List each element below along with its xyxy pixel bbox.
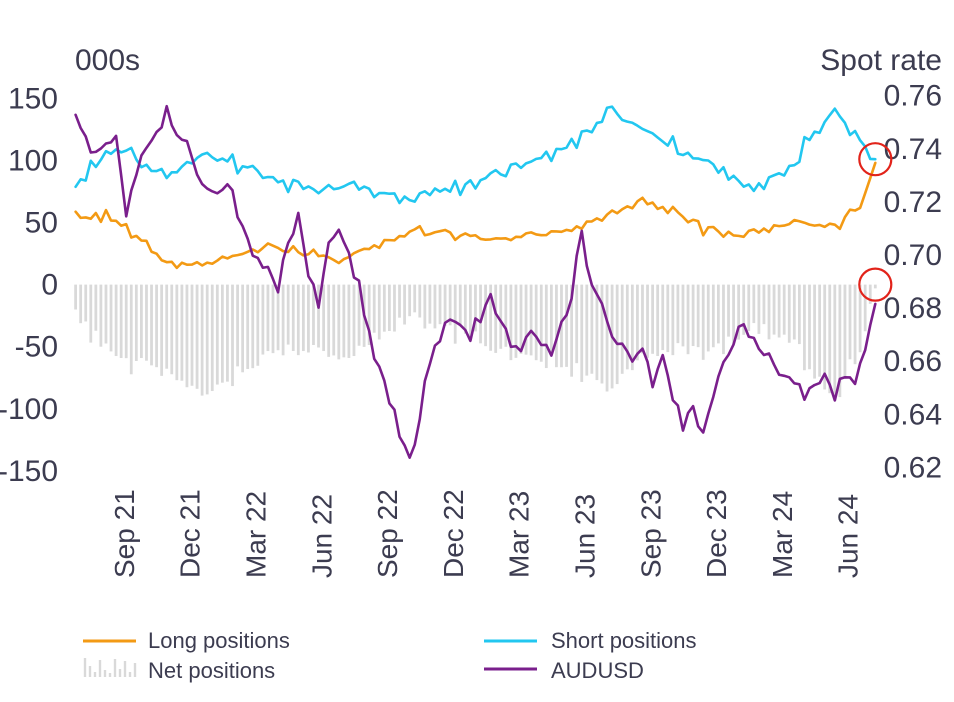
svg-text:Mar 24: Mar 24 (767, 491, 798, 578)
svg-text:0.62: 0.62 (884, 451, 942, 484)
svg-text:0.76: 0.76 (884, 80, 942, 113)
svg-text:-150: -150 (0, 455, 58, 488)
svg-text:Mar 22: Mar 22 (241, 491, 272, 578)
svg-text:150: 150 (8, 82, 58, 115)
svg-text:Short positions: Short positions (551, 628, 697, 653)
svg-text:0: 0 (41, 269, 58, 302)
svg-text:-50: -50 (15, 331, 58, 364)
svg-text:0.72: 0.72 (884, 186, 942, 219)
svg-text:Sep 21: Sep 21 (109, 489, 140, 578)
svg-text:0.74: 0.74 (884, 133, 942, 166)
svg-text:Net positions: Net positions (148, 658, 275, 683)
svg-text:Dec 23: Dec 23 (701, 489, 732, 578)
svg-text:Mar 23: Mar 23 (504, 491, 535, 578)
svg-text:Dec 21: Dec 21 (175, 489, 206, 578)
svg-text:0.66: 0.66 (884, 345, 942, 378)
svg-text:Jun 24: Jun 24 (833, 494, 864, 578)
svg-text:0.68: 0.68 (884, 292, 942, 325)
svg-text:Sep 23: Sep 23 (635, 489, 666, 578)
svg-text:Dec 22: Dec 22 (438, 489, 469, 578)
svg-text:100: 100 (8, 144, 58, 177)
svg-text:Jun 22: Jun 22 (306, 494, 337, 578)
svg-text:Sep 22: Sep 22 (372, 489, 403, 578)
svg-text:Long positions: Long positions (148, 628, 290, 653)
svg-text:000s: 000s (75, 44, 140, 77)
svg-text:Spot rate: Spot rate (820, 44, 942, 77)
svg-text:-100: -100 (0, 393, 58, 426)
svg-text:AUDUSD: AUDUSD (551, 658, 644, 683)
svg-text:Jun 23: Jun 23 (570, 494, 601, 578)
svg-text:50: 50 (25, 207, 58, 240)
svg-text:0.70: 0.70 (884, 239, 942, 272)
svg-text:0.64: 0.64 (884, 398, 942, 431)
